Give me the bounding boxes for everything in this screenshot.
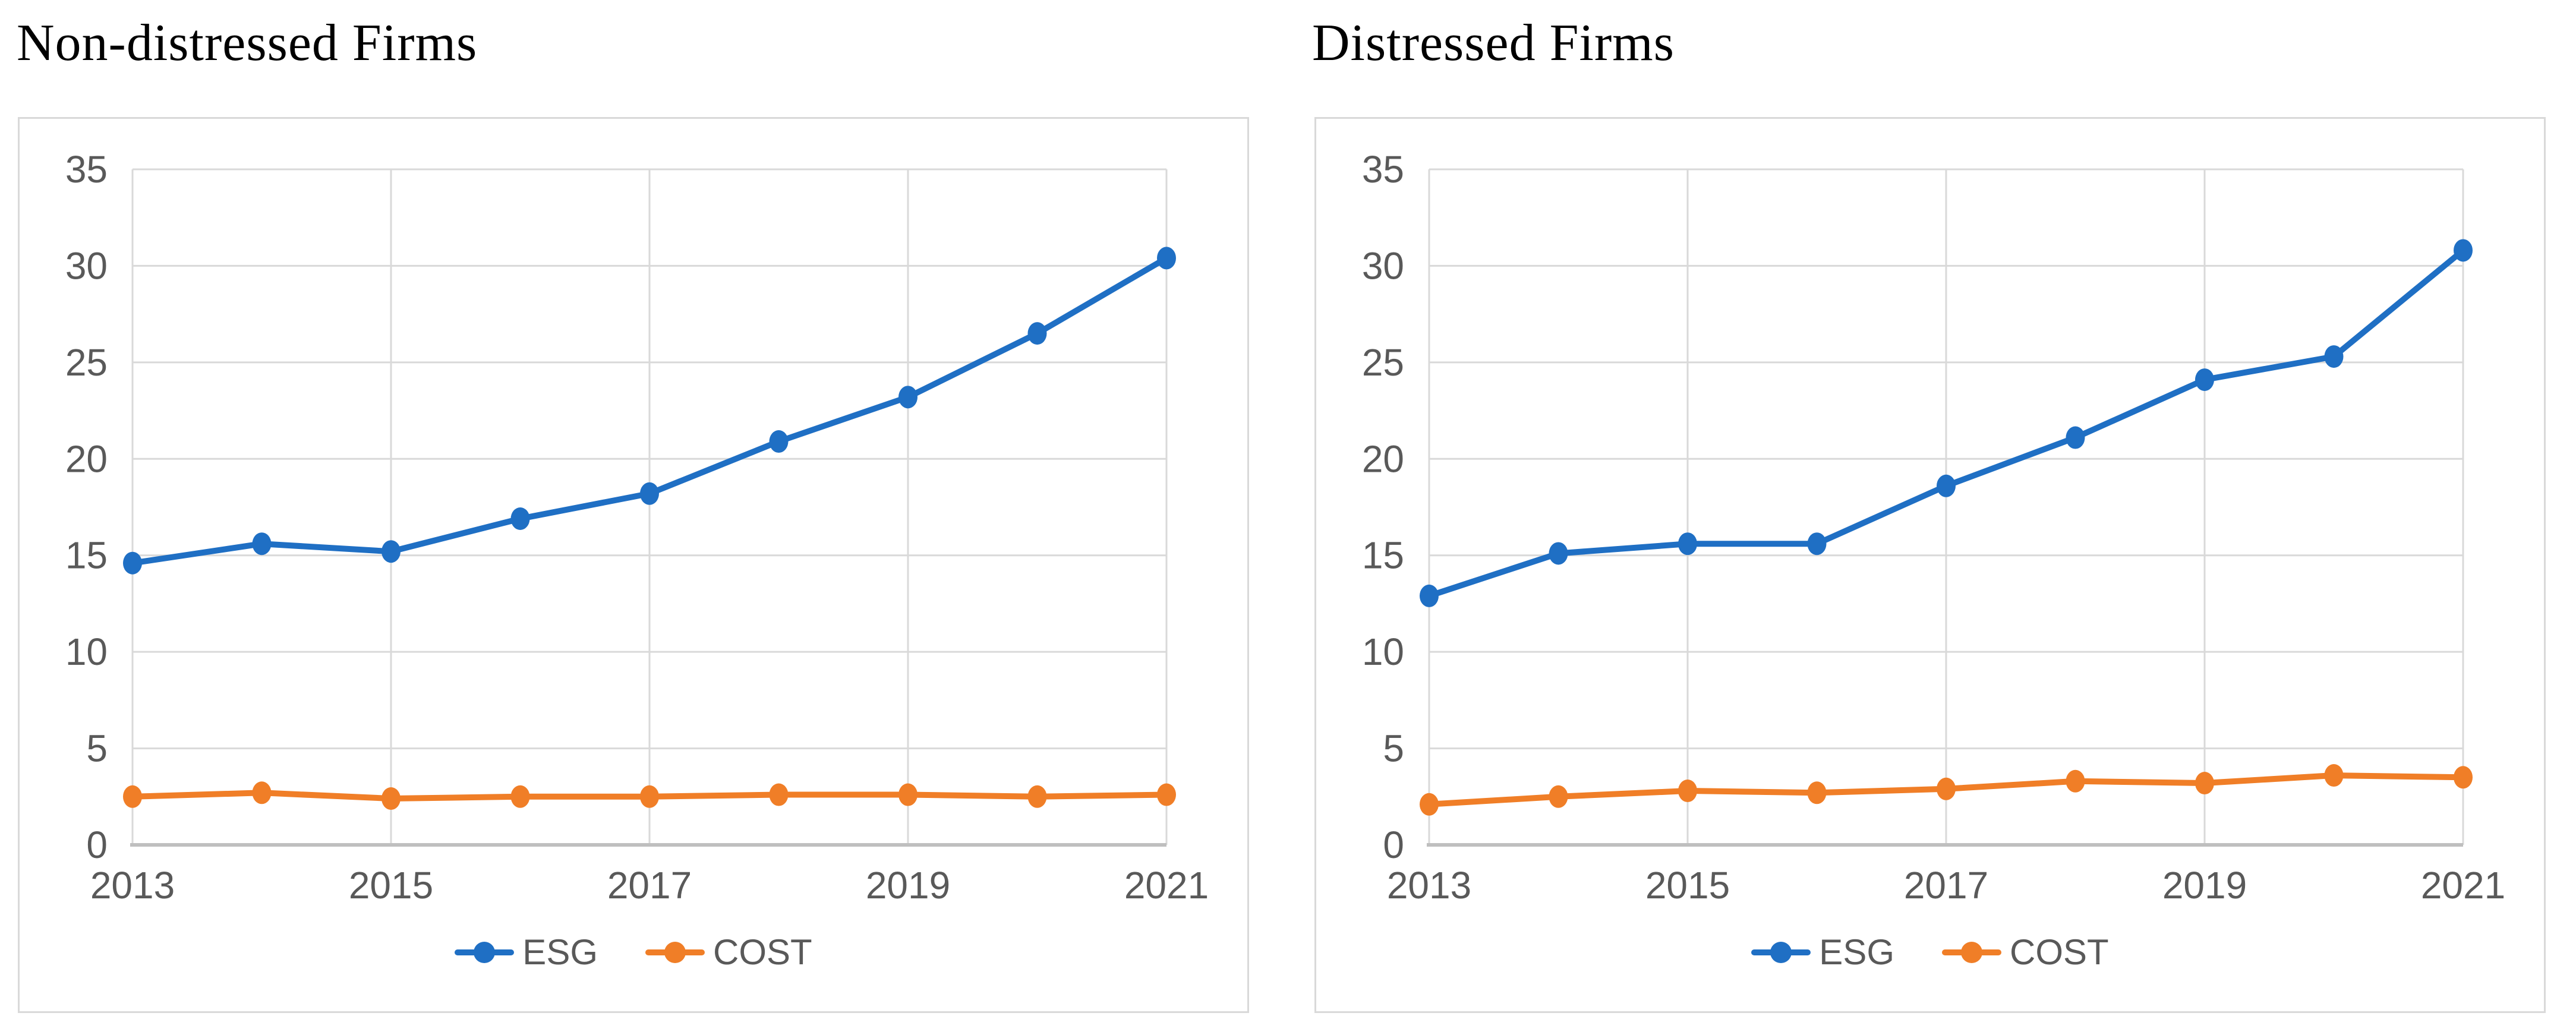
esg-marker bbox=[252, 532, 272, 556]
esg-marker bbox=[1937, 474, 1956, 497]
cost-marker bbox=[640, 785, 659, 808]
y-tick-label: 5 bbox=[86, 727, 108, 770]
cost-marker bbox=[1549, 785, 1568, 808]
y-tick-label: 15 bbox=[1362, 534, 1404, 577]
cost-line-marker-icon bbox=[645, 941, 705, 963]
y-tick-label: 30 bbox=[65, 244, 108, 287]
esg-marker bbox=[2454, 239, 2473, 262]
cost-marker bbox=[769, 783, 789, 806]
esg-marker bbox=[898, 386, 917, 409]
y-tick-label: 35 bbox=[1362, 148, 1404, 191]
chart-title-distressed: Distressed Firms bbox=[1312, 14, 1675, 72]
esg-marker bbox=[1157, 247, 1176, 270]
x-tick-label: 2021 bbox=[1124, 864, 1209, 907]
x-tick-label: 2017 bbox=[607, 864, 692, 907]
y-tick-label: 10 bbox=[1362, 630, 1404, 673]
legend-label-cost: COST bbox=[2010, 932, 2109, 972]
legend: ESG COST bbox=[20, 932, 1247, 973]
y-tick-label: 5 bbox=[1383, 727, 1404, 770]
legend-label-cost: COST bbox=[713, 932, 812, 972]
x-tick-label: 2015 bbox=[1645, 864, 1730, 907]
y-tick-label: 15 bbox=[65, 534, 108, 577]
esg-line-marker-icon bbox=[1751, 941, 1811, 963]
esg-marker bbox=[769, 430, 789, 453]
esg-marker bbox=[1420, 584, 1439, 607]
y-tick-label: 0 bbox=[1383, 823, 1404, 866]
esg-marker bbox=[2324, 345, 2344, 368]
cost-marker bbox=[1027, 785, 1047, 808]
x-tick-label: 2019 bbox=[2162, 864, 2247, 907]
line-chart-non-distressed: 0 5 10 15 20 25 30 35 2013 2015 2017 2019 2021 bbox=[65, 148, 1209, 907]
legend: ESG COST bbox=[1316, 932, 2544, 973]
legend-item-esg: ESG bbox=[455, 932, 598, 973]
esg-marker bbox=[2195, 368, 2214, 392]
cost-marker bbox=[1420, 793, 1439, 816]
y-tick-label: 25 bbox=[1362, 341, 1404, 384]
x-tick-label: 2015 bbox=[349, 864, 433, 907]
gridlines bbox=[131, 168, 1168, 845]
chart-panel-non-distressed: 0 5 10 15 20 25 30 35 2013 2015 2017 2019 2021 ESG C… bbox=[18, 117, 1249, 1013]
legend-item-esg: ESG bbox=[1751, 932, 1894, 973]
esg-marker bbox=[2066, 426, 2085, 449]
y-tick-label: 0 bbox=[86, 823, 108, 866]
y-tick-label: 25 bbox=[65, 341, 108, 384]
legend-item-cost: COST bbox=[645, 932, 812, 973]
legend-label-esg: ESG bbox=[1819, 932, 1895, 972]
cost-marker bbox=[510, 785, 530, 808]
y-tick-label: 35 bbox=[65, 148, 108, 191]
esg-line-marker-icon bbox=[455, 941, 515, 963]
cost-marker bbox=[252, 781, 272, 804]
esg-marker bbox=[1807, 532, 1827, 556]
cost-marker bbox=[2454, 766, 2473, 789]
esg-marker bbox=[1549, 542, 1568, 565]
x-tick-label: 2013 bbox=[1387, 864, 1471, 907]
cost-marker bbox=[1937, 777, 1956, 800]
x-tick-label: 2021 bbox=[2421, 864, 2505, 907]
cost-marker bbox=[123, 785, 142, 808]
line-chart-distressed: 0 5 10 15 20 25 30 35 2013 2015 2017 2019 2021 bbox=[1362, 148, 2505, 907]
legend-label-esg: ESG bbox=[522, 932, 598, 972]
cost-marker bbox=[2195, 772, 2214, 795]
legend-item-cost: COST bbox=[1942, 932, 2109, 973]
cost-marker bbox=[2324, 764, 2344, 787]
esg-marker bbox=[1027, 322, 1047, 345]
esg-marker bbox=[640, 482, 659, 505]
cost-line-marker-icon bbox=[1942, 941, 2002, 963]
y-tick-label: 10 bbox=[65, 630, 108, 673]
cost-marker bbox=[1157, 783, 1176, 806]
cost-marker bbox=[1807, 781, 1827, 804]
x-tick-label: 2013 bbox=[90, 864, 175, 907]
cost-marker bbox=[898, 783, 917, 806]
esg-marker bbox=[381, 540, 401, 563]
gridlines bbox=[1428, 168, 2464, 845]
x-tick-label: 2017 bbox=[1904, 864, 1988, 907]
esg-marker bbox=[1678, 532, 1697, 556]
x-tick-label: 2019 bbox=[866, 864, 950, 907]
chart-title-non-distressed: Non-distressed Firms bbox=[17, 14, 478, 72]
cost-marker bbox=[2066, 769, 2085, 793]
esg-marker bbox=[510, 507, 530, 530]
esg-marker bbox=[123, 551, 142, 575]
cost-marker bbox=[381, 787, 401, 810]
cost-marker bbox=[1678, 780, 1697, 803]
y-tick-label: 20 bbox=[1362, 437, 1404, 480]
chart-panel-distressed: 0 5 10 15 20 25 30 35 2013 2015 2017 2019 2021 ESG C… bbox=[1314, 117, 2546, 1013]
y-tick-label: 30 bbox=[1362, 244, 1404, 287]
y-tick-label: 20 bbox=[65, 437, 108, 480]
